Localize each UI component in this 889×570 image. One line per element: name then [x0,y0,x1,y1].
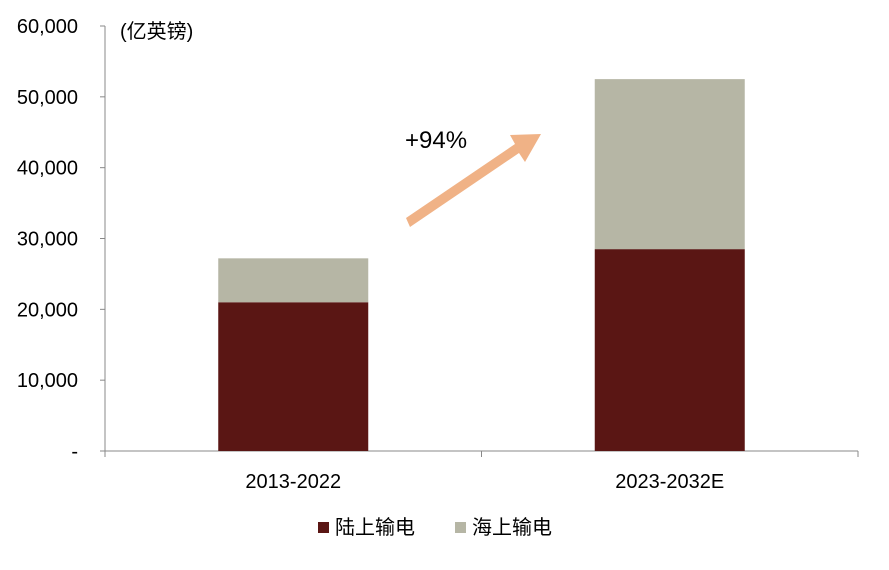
y-tick-label: 60,000 [17,16,78,38]
y-tick-label: 10,000 [17,370,78,392]
y-tick-label: 50,000 [17,87,78,109]
bars [218,79,745,451]
y-tick-label: - [71,441,78,463]
growth-arrow-icon [406,134,541,227]
y-axis: - 10,000 20,000 30,000 40,000 50,000 60,000 [17,16,106,463]
legend-onshore-label: 陆上输电 [335,516,415,539]
y-tick-label: 20,000 [17,299,78,321]
growth-label: +94% [405,127,467,154]
x-tick-label: 2023-2032E [615,471,724,493]
unit-label: (亿英镑) [120,20,193,43]
bar-segment-onshore [218,302,369,451]
y-tick-label: 30,000 [17,229,78,251]
bar-segment-onshore [594,249,745,451]
legend-offshore-label: 海上输电 [472,516,552,539]
bar-segment-offshore [218,258,369,303]
legend: 陆上输电 海上输电 [318,516,552,539]
growth-annotation: +94% [405,127,541,227]
legend-onshore-swatch [318,522,329,533]
x-tick-label: 2013-2022 [245,471,341,493]
bar-segment-offshore [594,79,745,250]
y-tick-label: 40,000 [17,158,78,180]
legend-offshore-swatch [455,522,466,533]
x-axis: 2013-2022 2023-2032E [104,450,859,493]
